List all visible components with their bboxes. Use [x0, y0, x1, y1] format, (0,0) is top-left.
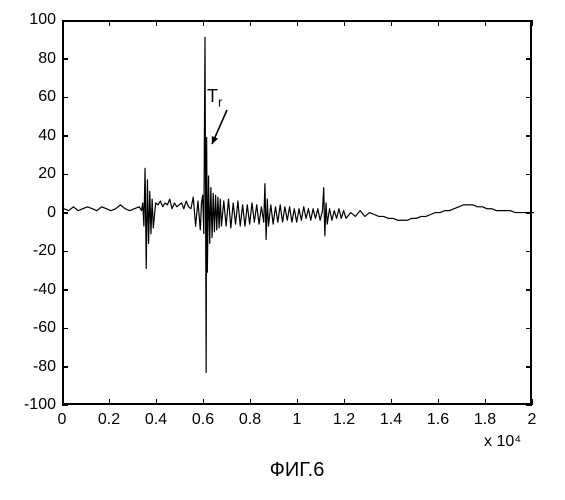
y-tick-right — [526, 405, 532, 407]
y-tick — [62, 174, 68, 176]
x-tick — [391, 399, 393, 405]
y-tick-right — [526, 174, 532, 176]
y-tick — [62, 289, 68, 291]
annotation-label: Tr — [207, 86, 222, 110]
x-tick — [250, 399, 252, 405]
x-tick — [203, 399, 205, 405]
x-tick-top — [250, 20, 252, 26]
x-tick — [156, 399, 158, 405]
figure-caption: ФИГ.6 — [270, 459, 325, 482]
y-tick-label: -80 — [33, 358, 56, 376]
x-tick-top — [156, 20, 158, 26]
x-tick — [109, 399, 111, 405]
x-tick-top — [438, 20, 440, 26]
x-tick-top — [109, 20, 111, 26]
y-tick — [62, 20, 68, 22]
y-tick — [62, 212, 68, 214]
plot-area: Tr — [62, 20, 532, 405]
x-tick-label: 1.8 — [474, 411, 496, 429]
y-tick-right — [526, 20, 532, 22]
x-tick — [344, 399, 346, 405]
figure: Tr x 10⁴ ФИГ.6 0 0.2 0.4 0.6 0.8 1 1.2 1.4 1.6 1.… — [0, 0, 565, 500]
y-tick-label: -40 — [33, 281, 56, 299]
x-tick-top — [391, 20, 393, 26]
x-axis-exponent: x 10⁴ — [484, 433, 521, 451]
y-tick-label: 0 — [47, 204, 56, 222]
y-tick-right — [526, 366, 532, 368]
y-tick-right — [526, 251, 532, 253]
x-tick-top — [203, 20, 205, 26]
y-tick-right — [526, 135, 532, 137]
x-tick-top — [344, 20, 346, 26]
y-tick-label: -20 — [33, 242, 56, 260]
y-tick-right — [526, 58, 532, 60]
y-tick-label: 60 — [38, 88, 56, 106]
y-tick-right — [526, 212, 532, 214]
y-tick — [62, 251, 68, 253]
x-tick-label: 1.2 — [333, 411, 355, 429]
y-tick — [62, 366, 68, 368]
x-tick-top — [485, 20, 487, 26]
x-tick-label: 0.6 — [192, 411, 214, 429]
x-tick-label: 2 — [528, 411, 537, 429]
y-tick-label: 20 — [38, 165, 56, 183]
y-tick — [62, 97, 68, 99]
annotation-arrow — [64, 22, 534, 407]
y-tick-label: 100 — [29, 11, 56, 29]
x-tick-label: 1.6 — [427, 411, 449, 429]
x-tick — [297, 399, 299, 405]
y-tick-right — [526, 328, 532, 330]
x-tick-label: 0.4 — [145, 411, 167, 429]
y-tick-label: 40 — [38, 127, 56, 145]
y-tick — [62, 135, 68, 137]
y-tick-label: 80 — [38, 50, 56, 68]
x-tick — [438, 399, 440, 405]
y-tick-label: -60 — [33, 319, 56, 337]
x-tick — [485, 399, 487, 405]
x-tick-label: 1.4 — [380, 411, 402, 429]
x-tick-label: 0.8 — [239, 411, 261, 429]
y-tick — [62, 58, 68, 60]
y-tick-right — [526, 97, 532, 99]
y-tick — [62, 405, 68, 407]
y-tick-label: -100 — [24, 396, 56, 414]
x-tick-label: 0 — [58, 411, 67, 429]
x-tick-top — [297, 20, 299, 26]
x-tick-label: 1 — [293, 411, 302, 429]
y-tick — [62, 328, 68, 330]
x-tick-label: 0.2 — [98, 411, 120, 429]
y-tick-right — [526, 289, 532, 291]
